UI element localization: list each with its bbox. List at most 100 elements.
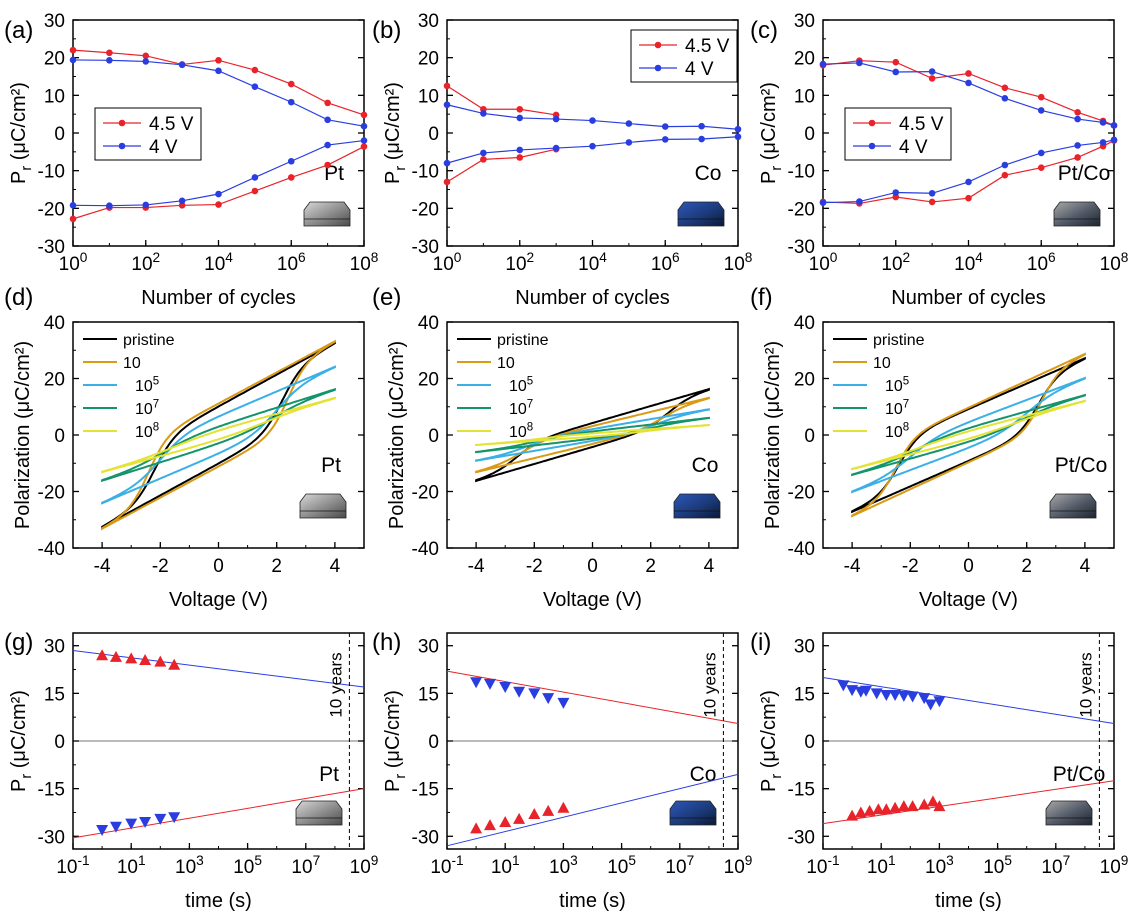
x-axis-label: time (s) bbox=[935, 890, 1002, 912]
data-point bbox=[178, 61, 186, 69]
x-axis-label: Voltage (V) bbox=[543, 589, 642, 611]
fit-line bbox=[822, 676, 1115, 725]
data-point bbox=[480, 149, 487, 157]
y-axis-label: Polarization (μC/cm²) bbox=[762, 341, 784, 529]
x-tick-label: 102 bbox=[505, 250, 534, 275]
y-tick-label: 20 bbox=[794, 49, 815, 70]
data-point bbox=[154, 655, 167, 667]
data-point bbox=[215, 201, 222, 208]
x-tick-label: 107 bbox=[1041, 853, 1070, 878]
x-tick-label: 105 bbox=[233, 853, 262, 878]
y-tick-label: 20 bbox=[418, 49, 439, 70]
data-point bbox=[1099, 119, 1107, 126]
data-point bbox=[819, 199, 827, 206]
data-point bbox=[528, 688, 541, 700]
data-point bbox=[856, 198, 863, 205]
data-point bbox=[965, 70, 972, 77]
legend-marker bbox=[868, 119, 876, 127]
y-tick-label: 20 bbox=[44, 370, 65, 391]
legend-box bbox=[844, 107, 952, 161]
y-tick-label: -30 bbox=[412, 827, 439, 848]
data-point bbox=[516, 154, 524, 161]
x-tick-label: 108 bbox=[724, 250, 753, 275]
y-tick-label: -30 bbox=[788, 827, 815, 848]
panel-label: (a) bbox=[4, 17, 33, 44]
x-tick-label: -4 bbox=[94, 556, 111, 577]
data-point bbox=[215, 67, 222, 75]
y-tick-label: 40 bbox=[418, 313, 439, 334]
y-tick-label: -15 bbox=[38, 780, 65, 801]
y-tick-label: 30 bbox=[418, 637, 439, 658]
data-point bbox=[846, 685, 859, 697]
data-point bbox=[483, 678, 496, 690]
x-tick-label: 107 bbox=[665, 853, 694, 878]
hysteresis-loop bbox=[851, 399, 1086, 471]
ten-year-label: 10 years bbox=[700, 652, 719, 717]
data-point bbox=[1037, 93, 1045, 101]
device-body bbox=[1049, 493, 1097, 519]
legend-label: 107 bbox=[885, 398, 909, 418]
x-tick-label: 108 bbox=[350, 250, 379, 275]
data-point bbox=[589, 142, 596, 150]
data-point bbox=[1110, 136, 1118, 144]
device-icon bbox=[673, 493, 721, 519]
data-point bbox=[287, 157, 295, 165]
x-tick-label: -2 bbox=[152, 556, 169, 577]
y-axis-label: Pr (μC/cm²) bbox=[8, 690, 35, 792]
data-point bbox=[880, 803, 893, 815]
data-point bbox=[918, 693, 931, 705]
data-point bbox=[734, 125, 742, 133]
y-tick-label: 30 bbox=[794, 637, 815, 658]
data-point bbox=[928, 68, 936, 75]
y-tick-label: -20 bbox=[38, 199, 65, 220]
x-tick-label: 2 bbox=[645, 556, 656, 577]
ten-year-label: 10 years bbox=[326, 652, 345, 717]
device-icon bbox=[299, 493, 347, 519]
data-point bbox=[69, 215, 77, 223]
legend-label: 4.5 V bbox=[685, 36, 730, 57]
legend-label: 105 bbox=[135, 375, 159, 395]
data-point bbox=[287, 174, 295, 181]
series-line bbox=[446, 85, 557, 116]
data-point bbox=[734, 133, 742, 141]
x-tick-label: 4 bbox=[704, 556, 715, 577]
device-icon bbox=[303, 201, 351, 227]
panel-label: (i) bbox=[750, 629, 771, 656]
x-tick-label: 103 bbox=[175, 853, 204, 878]
legend-box bbox=[94, 107, 202, 161]
device-body bbox=[295, 800, 343, 826]
data-point bbox=[880, 689, 893, 701]
panel-label: (f) bbox=[750, 284, 773, 311]
y-tick-label: -10 bbox=[38, 162, 65, 183]
data-point bbox=[889, 801, 902, 813]
x-tick-label: 10-1 bbox=[56, 853, 89, 878]
x-tick-label: 102 bbox=[881, 250, 910, 275]
data-point bbox=[1074, 142, 1081, 149]
data-point bbox=[1037, 107, 1045, 114]
data-point bbox=[109, 821, 122, 833]
x-tick-label: 2 bbox=[1021, 556, 1032, 577]
legend-label: pristine bbox=[497, 332, 549, 349]
y-tick-label: 10 bbox=[44, 86, 65, 107]
y-tick-label: 15 bbox=[44, 684, 65, 705]
legend-marker bbox=[868, 142, 876, 150]
y-tick-label: 30 bbox=[794, 11, 815, 32]
data-point bbox=[856, 59, 863, 67]
x-tick-label: 0 bbox=[213, 556, 224, 577]
data-point bbox=[552, 115, 560, 123]
data-point bbox=[142, 58, 150, 65]
data-point bbox=[139, 817, 152, 828]
x-tick-label: 105 bbox=[607, 853, 636, 878]
hysteresis-loop bbox=[101, 365, 336, 505]
data-point bbox=[928, 198, 936, 206]
device-icon bbox=[1053, 201, 1101, 227]
legend-label: 4 V bbox=[685, 59, 714, 80]
device-icon bbox=[295, 800, 343, 826]
x-tick-label: 107 bbox=[291, 853, 320, 878]
y-tick-label: -10 bbox=[412, 162, 439, 183]
data-point bbox=[924, 699, 937, 711]
x-tick-label: 106 bbox=[651, 250, 680, 275]
y-tick-label: -30 bbox=[788, 237, 815, 258]
data-point bbox=[965, 194, 972, 202]
y-tick-label: 0 bbox=[428, 732, 439, 753]
